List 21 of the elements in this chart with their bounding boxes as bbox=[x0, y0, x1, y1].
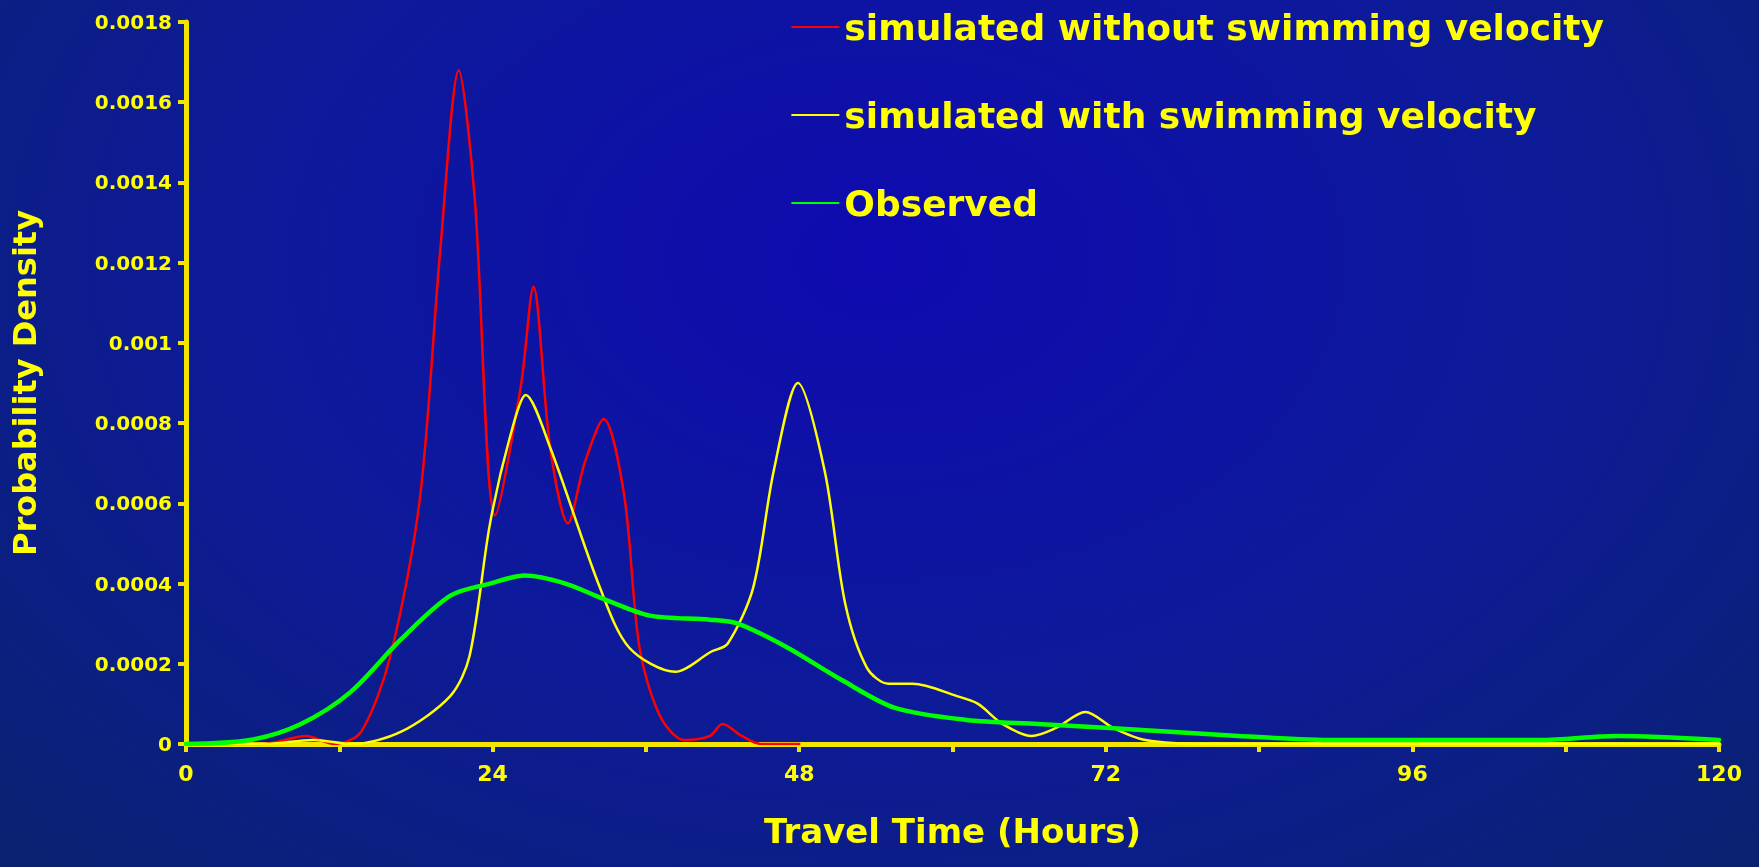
x-tick-label: 0 bbox=[178, 760, 194, 786]
x-axis-title: Travel Time (Hours) bbox=[763, 811, 1142, 851]
legend-label: simulated without swimming velocity bbox=[844, 6, 1604, 48]
x-tick-label: 24 bbox=[477, 760, 508, 786]
x-tick-label: 72 bbox=[1090, 760, 1122, 786]
y-tick-label: 0.0012 bbox=[94, 250, 172, 275]
y-tick-label: 0.0004 bbox=[94, 571, 172, 596]
x-tick-label: 120 bbox=[1696, 760, 1742, 786]
y-tick-label: 0.0006 bbox=[94, 491, 172, 516]
y-tick-label: 0 bbox=[158, 732, 172, 756]
y-tick-label: 0.001 bbox=[108, 330, 172, 355]
legend-label: simulated with swimming velocity bbox=[844, 94, 1537, 136]
y-tick-label: 0.0016 bbox=[94, 90, 172, 115]
y-tick-label: 0.0014 bbox=[94, 170, 172, 195]
y-tick-label: 0.0018 bbox=[94, 10, 172, 34]
x-tick-label: 96 bbox=[1397, 760, 1428, 786]
y-tick-label: 0.0002 bbox=[94, 651, 172, 676]
x-tick-label: 48 bbox=[783, 760, 815, 786]
y-axis-title: Probability Density bbox=[6, 209, 44, 557]
y-tick-label: 0.0008 bbox=[94, 411, 172, 436]
legend-label: Observed bbox=[844, 182, 1038, 224]
